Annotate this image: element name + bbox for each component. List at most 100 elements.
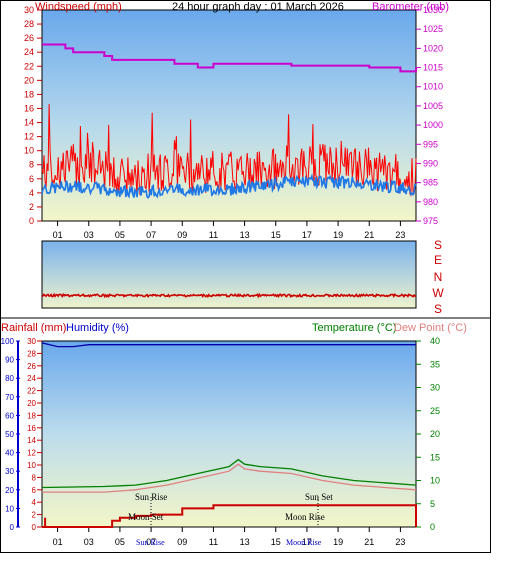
x-tick-label: 19 [333,537,343,547]
x-tick-label: 17 [302,230,312,240]
x-tick-label: 15 [271,230,281,240]
wind-direction-line [41,292,417,299]
direction-axis: S E N W S [432,238,444,316]
temperature-tick-label: 35 [430,359,440,369]
barometer-tick-label: 1010 [423,82,443,92]
rainfall-tick-label: 2 [32,511,37,520]
rainfall-tick-label: 6 [32,486,37,495]
wind-tick-label: 2 [29,202,34,212]
wind-axis-label: Windspeed (mph) [35,1,122,13]
chart-title: 24 hour graph day : 01 March 2026 [172,1,344,13]
temperature-tick-label: 5 [430,499,435,509]
x-tick-label: 03 [84,537,94,547]
rainfall-tick-label: 30 [27,337,36,346]
temperature-tick-label: 30 [430,383,440,393]
dew-point-line [42,463,417,493]
temperature-series [41,342,417,528]
humidity-axis-label: Humidity (%) [66,322,129,334]
rainfall-tick-label: 4 [32,498,37,507]
wind-tick-label: 24 [24,47,34,57]
rainfall-tick-label: 14 [27,436,36,445]
direction-label: E [434,253,442,267]
barometer-tick-label: 1030 [423,5,443,15]
x-tick-label: 17 [302,537,312,547]
direction-label: S [434,238,442,252]
wind-series [41,43,417,199]
direction-plot-area [41,240,417,309]
barometer-tick-label: 1005 [423,101,443,111]
rainfall-tick-label: 16 [27,424,36,433]
rainfall-tick-label: 8 [32,473,37,482]
sun-set-label: Sun Set [305,492,333,502]
temperature-tick-label: 15 [430,452,440,462]
wind-tick-label: 18 [24,89,34,99]
rainfall-axis-label: Rainfall (mm) [1,322,66,334]
humidity-tick-label: 0 [10,523,15,532]
x-tick-label: 11 [209,230,218,240]
temperature-plot-area [41,340,417,528]
rainfall-tick-label: 24 [27,374,36,383]
x-tick-label: 15 [271,537,281,547]
wind-plot-area [41,9,417,222]
x-tick-label: 09 [177,230,187,240]
barometer-tick-label: 980 [423,197,438,207]
humidity-tick-label: 90 [5,356,14,365]
barometer-line [42,43,417,73]
wind-tick-label: 26 [24,33,34,43]
sun-rise-time-label: Sun Rise [136,538,165,547]
wind-tick-label: 30 [24,5,34,15]
x-tick-label: 05 [115,230,125,240]
rainfall-line [42,504,417,528]
humidity-tick-label: 30 [5,467,14,476]
wind-tick-label: 8 [29,160,34,170]
rainfall-tick-label: 0 [32,523,37,532]
x-tick-label: 05 [115,537,125,547]
barometer-tick-label: 1025 [423,24,443,34]
x-tick-label: 09 [177,537,187,547]
temperature-tick-label: 40 [430,336,440,346]
barometer-tick-label: 990 [423,158,438,168]
temperature-line [41,458,417,489]
humidity-tick-label: 70 [5,393,14,402]
humidity-tick-label: 20 [5,486,14,495]
moon-rise-label: Moon Rise [285,512,325,522]
rainfall-tick-label: 10 [27,461,36,470]
wind-tick-label: 4 [29,188,34,198]
rainfall-tick-label: 22 [27,387,36,396]
moon-rise-time-label: Moon Rise [286,538,322,547]
rainfall-tick-label: 18 [27,411,36,420]
wind-tick-label: 14 [24,118,34,128]
humidity-tick-label: 10 [5,504,14,513]
barometer-tick-label: 1015 [423,63,443,73]
barometer-tick-label: 1000 [423,120,443,130]
direction-label: W [432,286,444,300]
barometer-axis: 975 980 985 990 995 1000 1005 1010 1015 1020 1025 1… [416,5,443,226]
x-tick-label: 03 [84,230,94,240]
top-x-axis: 01 03 05 07 09 11 13 15 17 19 21 23 [53,221,405,240]
humidity-tick-label: 100 [1,337,15,346]
humidity-line [41,342,416,348]
moon-set-label: Moon Set [128,512,164,522]
wind-tick-label: 12 [24,132,34,142]
x-tick-label: 13 [240,230,250,240]
humidity-tick-label: 50 [5,430,14,439]
wind-tick-label: 20 [24,75,34,85]
direction-label: N [434,270,443,284]
humidity-tick-label: 60 [5,411,14,420]
wind-tick-label: 16 [24,103,34,113]
direction-label: S [434,302,442,316]
temperature-tick-label: 25 [430,406,440,416]
barometer-tick-label: 975 [423,216,438,226]
x-tick-label: 01 [53,230,63,240]
rainfall-tick-label: 28 [27,349,36,358]
humidity-tick-label: 40 [5,449,14,458]
rainfall-tick-label: 26 [27,362,36,371]
dew-point-axis-label: Dew Point (°C) [394,322,467,334]
barometer-tick-label: 985 [423,178,438,188]
x-tick-label: 07 [146,230,156,240]
x-tick-label: 11 [209,537,218,547]
x-tick-label: 01 [53,537,63,547]
wind-tick-label: 28 [24,19,34,29]
